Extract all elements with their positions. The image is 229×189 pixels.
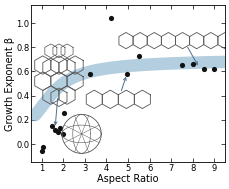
Point <box>179 64 183 67</box>
Point <box>201 67 204 70</box>
Point <box>58 127 62 130</box>
Point <box>190 63 194 66</box>
Point <box>88 72 92 75</box>
Point <box>125 72 128 75</box>
Point <box>61 133 65 136</box>
Point <box>56 131 60 134</box>
Point <box>41 145 44 148</box>
Point <box>53 128 56 131</box>
Point <box>50 125 54 128</box>
Point <box>212 67 215 70</box>
Point <box>40 150 43 153</box>
Y-axis label: Growth Exponent β: Growth Exponent β <box>5 36 15 131</box>
Point <box>62 111 66 114</box>
X-axis label: Aspect Ratio: Aspect Ratio <box>97 174 158 184</box>
Point <box>136 54 140 57</box>
Point <box>109 17 112 20</box>
